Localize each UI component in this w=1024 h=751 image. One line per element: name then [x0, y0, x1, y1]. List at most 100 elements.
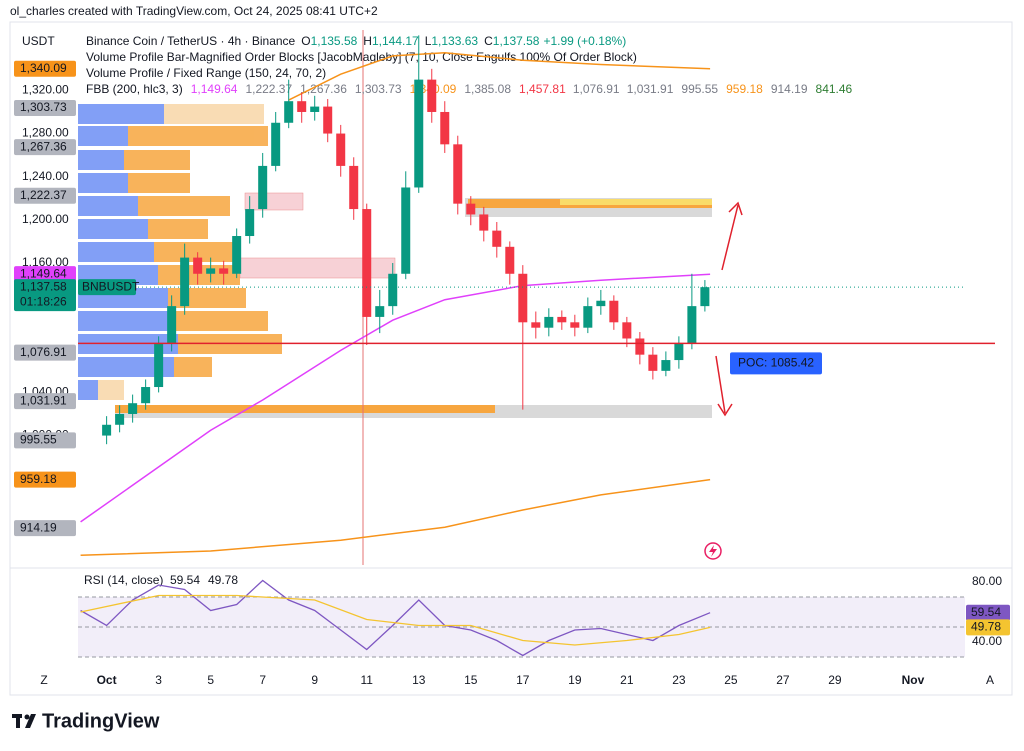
y-tick-label: 40.00 — [972, 634, 1002, 648]
ohlc-key: C — [484, 34, 493, 48]
candle-body — [388, 273, 398, 307]
overlay-line — [80, 273, 711, 523]
fbb-value: 914.19 — [771, 82, 808, 96]
price-badge — [14, 432, 76, 449]
price-badge-label: 1,340.09 — [20, 61, 67, 75]
x-tick-label: 7 — [259, 673, 266, 687]
candle-body — [557, 316, 567, 323]
overlay-line — [80, 478, 711, 557]
countdown: 01:18:26 — [20, 294, 67, 308]
candle-body — [505, 246, 515, 274]
price-badge — [14, 471, 76, 488]
price-badge-label: 1,076.91 — [20, 345, 67, 359]
ohlc-value: 1,144.17 — [372, 34, 419, 48]
candle-body — [232, 236, 242, 274]
x-tick-label: 3 — [155, 673, 162, 687]
price-badge — [14, 266, 76, 283]
rsi-badge — [966, 619, 1010, 636]
y-tick-label: 1,240.00 — [22, 169, 69, 183]
candle-body — [258, 165, 268, 210]
candle-body — [635, 338, 645, 355]
candle-body — [544, 316, 554, 328]
candle-body — [219, 268, 229, 274]
candle-body — [310, 106, 320, 112]
auto-button[interactable]: A — [986, 673, 994, 687]
x-tick-label: 17 — [516, 673, 530, 687]
candle-body — [531, 322, 541, 328]
rsi-line — [80, 579, 711, 657]
fbb-value: 841.46 — [816, 82, 853, 96]
candle-body — [414, 79, 424, 188]
rsi-line — [80, 594, 711, 646]
fbb-value: 959.18 — [726, 82, 763, 96]
y-tick-label: 80.00 — [972, 574, 1002, 588]
x-tick-label: 21 — [620, 673, 634, 687]
brand: TradingView — [42, 710, 160, 732]
candle-body — [427, 79, 437, 112]
alert-bolt — [709, 545, 717, 557]
candle-body — [115, 413, 125, 425]
rsi-title: RSI (14, close) — [84, 573, 163, 587]
fbb-value: 1,385.08 — [464, 82, 511, 96]
order-blocks — [115, 192, 712, 418]
x-tick-label: Nov — [902, 673, 925, 687]
chart-frame — [9, 21, 1013, 696]
x-tick-label: 5 — [207, 673, 214, 687]
price-badge-label: 1,222.37 — [20, 188, 67, 202]
price-badge-label: 1,303.73 — [20, 100, 67, 114]
candle-body — [700, 287, 710, 307]
y-tick-label: 1,200.00 — [22, 212, 69, 226]
candle-body — [362, 209, 372, 317]
candle-body — [648, 354, 658, 371]
fbb-value: 1,457.81 — [519, 82, 566, 96]
y-tick-label: 1,160.00 — [22, 255, 69, 269]
rsi-legend-value: 59.54 — [170, 573, 200, 587]
x-tick-label: Oct — [97, 673, 117, 687]
x-tick-label: 25 — [724, 673, 738, 687]
price-badge — [14, 139, 76, 156]
ohlc-value: 1,135.58 — [311, 34, 358, 48]
poc-label: POC: 1085.42 — [738, 356, 814, 370]
price-badge — [14, 60, 76, 77]
fbb-value: 1,303.73 — [355, 82, 402, 96]
legend-symbol-line: Binance Coin / TetherUS · 4h · Binance O1… — [86, 34, 626, 48]
price-badge-label: 1,267.36 — [20, 139, 67, 153]
x-tick-label: 23 — [672, 673, 686, 687]
candle-body — [193, 257, 203, 274]
candle-body — [349, 165, 359, 210]
poc-box — [730, 352, 822, 375]
alert-icon[interactable] — [704, 542, 722, 560]
fbb-value: 1,267.36 — [300, 82, 347, 96]
change: +1.99 (+0.18%) — [543, 34, 626, 48]
price-badge-label: 914.19 — [20, 520, 57, 534]
candle-body — [661, 360, 671, 371]
chart-layer: Binance Coin / TetherUS · 4h · Binance O1… — [14, 34, 1010, 687]
candle-body — [336, 133, 346, 166]
rsi-badge — [966, 604, 1010, 621]
candle-body — [375, 306, 385, 317]
indicator-name: Volume Profile Bar-Magnified Order Block… — [86, 50, 637, 64]
currency: USDT — [22, 34, 55, 48]
fbb-value: 995.55 — [681, 82, 718, 96]
fbb-value: 1,031.91 — [627, 82, 674, 96]
rsi-badge-label: 49.78 — [971, 620, 1001, 634]
candle-body — [271, 122, 281, 166]
fbb-legend: FBB (200, hlc3, 3) 1,149.64 1,222.37 1,267.… — [86, 82, 853, 96]
candle-body — [401, 187, 411, 274]
overlay-line — [288, 51, 711, 101]
last-price-label: 1,137.58 — [20, 279, 67, 293]
x-tick-label: 27 — [776, 673, 790, 687]
x-tick-label: 29 — [828, 673, 842, 687]
rsi-badge-label: 59.54 — [971, 605, 1001, 619]
candle-body — [596, 300, 606, 307]
candle-body — [440, 111, 450, 145]
zoom-button[interactable]: Z — [40, 673, 47, 687]
ohlc-key: H — [363, 34, 372, 48]
fbb-value: 1,076.91 — [573, 82, 620, 96]
indicator-name: Volume Profile / Fixed Range (150, 24, 7… — [86, 66, 326, 80]
fbb-value: 1,222.37 — [245, 82, 292, 96]
candle-body — [141, 387, 151, 404]
credit: ol_charles created with TradingView.com,… — [10, 4, 378, 18]
